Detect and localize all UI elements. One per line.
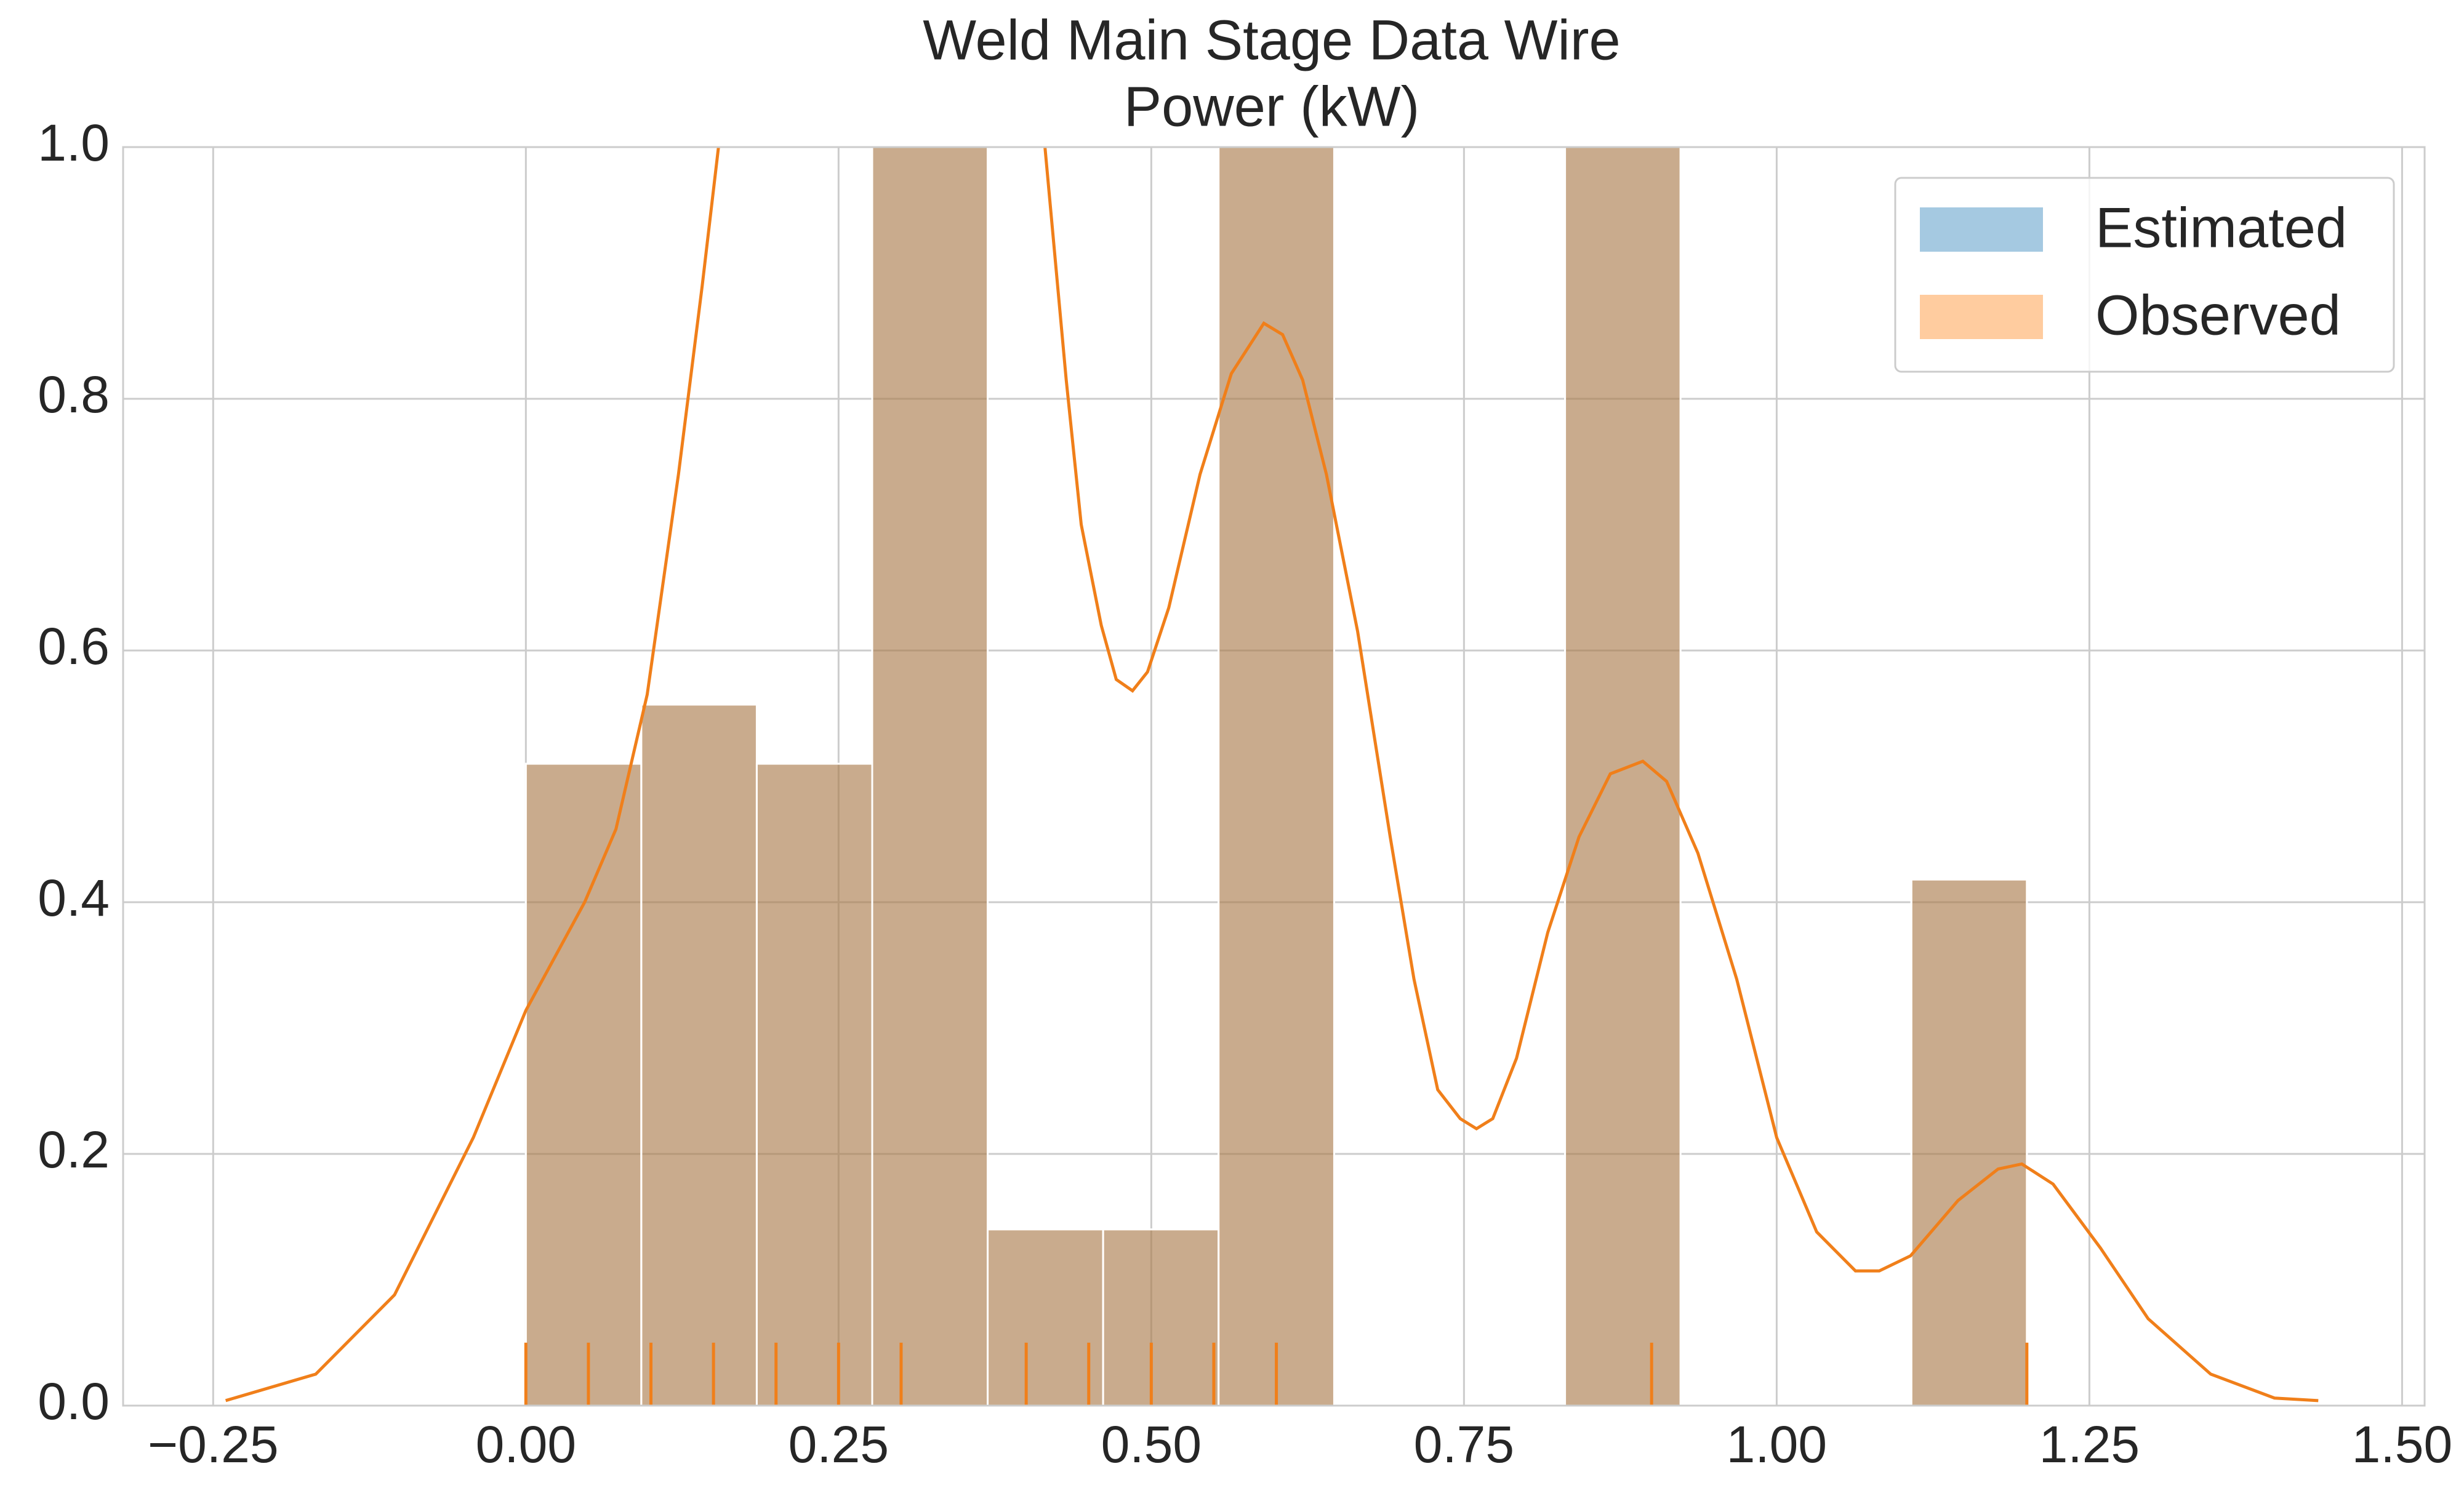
histogram-bar — [640, 703, 758, 1406]
histogram-bar — [1910, 878, 2028, 1406]
legend-label: Estimated — [2095, 196, 2347, 259]
y-tick-label: 0.4 — [38, 869, 110, 927]
y-tick-label: 0.6 — [38, 617, 110, 675]
histogram-bar — [755, 763, 873, 1406]
histogram-bar — [755, 763, 873, 1406]
legend-swatch — [1920, 207, 2043, 252]
histogram-bar — [524, 763, 643, 1406]
y-tick-label: 0.2 — [38, 1121, 110, 1179]
legend-label: Observed — [2095, 284, 2341, 346]
legend-box — [1894, 177, 2395, 373]
y-tick-label: 1.0 — [38, 114, 110, 172]
plot-area — [225, 147, 2319, 1406]
legend-swatch — [1920, 295, 2043, 339]
histogram-bar — [1564, 147, 1682, 1406]
histogram-bar — [1218, 147, 1335, 1406]
histogram-bar — [1910, 878, 2028, 1406]
histogram-bar — [1102, 1228, 1220, 1406]
y-tick-label: 0.8 — [38, 366, 110, 423]
kde-line — [225, 147, 2319, 1403]
histogram-bar — [871, 147, 989, 1406]
histogram-bar — [871, 147, 989, 1406]
x-tick-label: 0.75 — [1414, 1415, 1515, 1473]
plot-frame — [122, 146, 2426, 1407]
x-tick-label: 1.25 — [2039, 1415, 2140, 1473]
y-tick-label: 0.0 — [38, 1372, 110, 1430]
chart-title: Weld Main Stage Data Wire — [923, 9, 1620, 71]
chart-title: Power (kW) — [1124, 75, 1419, 138]
x-tick-label: 1.00 — [1727, 1415, 1828, 1473]
x-tick-label: 0.25 — [789, 1415, 889, 1473]
histogram-bar — [987, 1228, 1104, 1406]
x-tick-label: 0.00 — [476, 1415, 577, 1473]
x-tick-label: 1.50 — [2352, 1415, 2453, 1473]
x-tick-label: −0.25 — [148, 1415, 279, 1473]
histogram-bar — [1218, 147, 1335, 1406]
x-tick-label: 0.50 — [1101, 1415, 1202, 1473]
